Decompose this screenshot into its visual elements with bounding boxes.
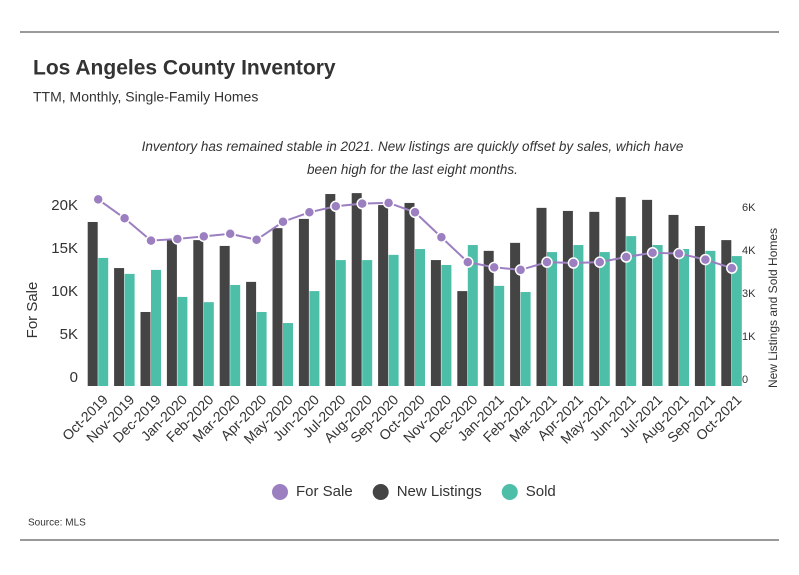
bar bbox=[98, 257, 109, 386]
bar bbox=[679, 249, 689, 386]
bar bbox=[193, 240, 204, 386]
line-point bbox=[92, 193, 104, 206]
bar bbox=[430, 260, 441, 386]
bar bbox=[298, 218, 309, 386]
line-point bbox=[594, 256, 606, 268]
y-axis-label: For Sale bbox=[24, 282, 41, 339]
y2-tick-label: 4K bbox=[742, 245, 756, 257]
legend-marker bbox=[272, 484, 288, 500]
line-point bbox=[330, 200, 342, 213]
bar bbox=[203, 302, 214, 386]
line-point bbox=[224, 228, 236, 240]
bar bbox=[562, 210, 573, 386]
line-point bbox=[620, 251, 632, 263]
bar bbox=[520, 292, 531, 386]
line-point bbox=[673, 247, 685, 260]
bar bbox=[573, 245, 584, 386]
bar bbox=[547, 252, 557, 386]
line-point bbox=[726, 262, 738, 274]
bar bbox=[230, 284, 241, 386]
y-tick-label: 20K bbox=[51, 197, 78, 214]
bar bbox=[272, 228, 283, 386]
chart-title: Los Angeles County Inventory bbox=[33, 57, 336, 80]
bar bbox=[151, 269, 161, 386]
line-point bbox=[118, 212, 131, 225]
bar bbox=[415, 249, 425, 386]
bar bbox=[721, 240, 732, 386]
y-tick-label: 0 bbox=[70, 369, 78, 386]
bar bbox=[309, 291, 320, 386]
line-point bbox=[277, 215, 289, 228]
legend-label: For Sale bbox=[296, 483, 353, 500]
source: Source: MLS bbox=[28, 518, 86, 529]
y2-axis-label: New Listings and Sold Homes bbox=[766, 228, 780, 388]
line-point bbox=[198, 230, 210, 243]
bar bbox=[626, 236, 637, 386]
line-point bbox=[145, 234, 157, 247]
bar bbox=[536, 207, 547, 386]
line-point bbox=[462, 256, 474, 268]
bar bbox=[256, 311, 267, 386]
bar bbox=[87, 221, 98, 386]
bar bbox=[652, 245, 663, 386]
line-point bbox=[699, 253, 712, 266]
y2-tick-label: 3K bbox=[742, 288, 756, 300]
bar bbox=[140, 311, 151, 386]
bar bbox=[510, 242, 521, 386]
y-tick-label: 5K bbox=[60, 326, 78, 343]
line-point bbox=[356, 197, 368, 210]
bar bbox=[335, 260, 346, 386]
bar bbox=[694, 225, 705, 386]
bar bbox=[177, 296, 188, 386]
bar bbox=[731, 256, 742, 386]
bar bbox=[219, 245, 230, 386]
chart-subtitle: TTM, Monthly, Single-Family Homes bbox=[33, 89, 258, 105]
bar bbox=[642, 199, 653, 386]
annotation: Inventory has remained stable in 2021. N… bbox=[141, 139, 684, 177]
bar bbox=[388, 254, 399, 386]
line-point bbox=[409, 206, 421, 219]
bar bbox=[599, 252, 610, 386]
line-point bbox=[171, 233, 184, 245]
line-point bbox=[514, 264, 527, 276]
bar bbox=[457, 291, 468, 386]
bar bbox=[441, 264, 452, 386]
bar bbox=[124, 273, 135, 386]
line-point bbox=[435, 231, 448, 243]
y2-tick-label: 0 bbox=[742, 374, 748, 386]
bar bbox=[246, 281, 257, 386]
y2-tick-label: 6K bbox=[742, 202, 756, 214]
bar bbox=[705, 250, 716, 386]
bar bbox=[325, 194, 336, 386]
line-point bbox=[382, 197, 395, 209]
bar bbox=[483, 250, 494, 386]
bar bbox=[114, 268, 125, 386]
bar bbox=[351, 193, 362, 386]
y2-tick-label: 1K bbox=[742, 331, 756, 343]
bar bbox=[283, 323, 293, 386]
line-point bbox=[488, 261, 500, 274]
bar bbox=[589, 211, 600, 386]
bar bbox=[166, 240, 177, 386]
y-tick-label: 10K bbox=[51, 283, 78, 300]
line-point bbox=[541, 256, 553, 268]
bar bbox=[494, 285, 505, 386]
bar bbox=[615, 197, 626, 386]
line-point bbox=[567, 257, 580, 269]
line-point bbox=[646, 246, 659, 259]
legend-marker bbox=[372, 484, 389, 500]
line-point bbox=[250, 234, 263, 246]
bar bbox=[668, 214, 679, 386]
legend-label: Sold bbox=[526, 483, 556, 500]
legend-label: New Listings bbox=[397, 483, 482, 500]
bar bbox=[378, 205, 389, 386]
bar bbox=[362, 260, 373, 386]
bar bbox=[404, 202, 415, 386]
line-point bbox=[303, 206, 316, 219]
bar bbox=[467, 245, 478, 386]
legend-marker bbox=[501, 484, 518, 500]
y-tick-label: 15K bbox=[51, 240, 78, 257]
